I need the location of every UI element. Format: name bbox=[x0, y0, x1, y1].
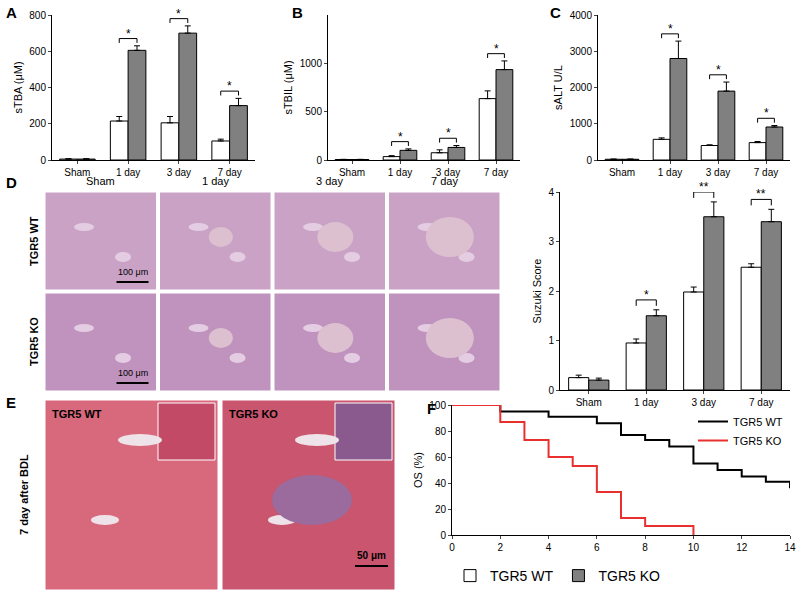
svg-text:1000: 1000 bbox=[570, 118, 593, 129]
svg-text:D: D bbox=[6, 174, 17, 191]
svg-text:3: 3 bbox=[548, 236, 554, 247]
svg-text:4: 4 bbox=[548, 187, 554, 198]
svg-text:6: 6 bbox=[594, 542, 600, 553]
svg-text:Sham: Sham bbox=[576, 397, 602, 408]
svg-text:1: 1 bbox=[548, 335, 554, 346]
svg-text:*: * bbox=[176, 7, 181, 21]
svg-text:A: A bbox=[6, 4, 17, 21]
svg-text:0: 0 bbox=[586, 155, 592, 166]
svg-text:1 day: 1 day bbox=[658, 167, 682, 178]
svg-text:3 day: 3 day bbox=[706, 167, 730, 178]
svg-text:4000: 4000 bbox=[570, 10, 593, 21]
svg-text:8: 8 bbox=[642, 542, 648, 553]
svg-text:*: * bbox=[668, 22, 673, 36]
svg-text:1 day: 1 day bbox=[634, 397, 658, 408]
svg-text:600: 600 bbox=[29, 46, 46, 57]
svg-text:0: 0 bbox=[440, 530, 446, 541]
svg-text:*: * bbox=[494, 42, 499, 56]
svg-text:*: * bbox=[446, 126, 451, 140]
svg-text:60: 60 bbox=[435, 452, 447, 463]
svg-text:7 day: 7 day bbox=[217, 167, 241, 178]
svg-text:TGR5 KO: TGR5 KO bbox=[598, 568, 660, 584]
svg-text:0: 0 bbox=[40, 155, 46, 166]
svg-text:*: * bbox=[764, 106, 769, 120]
svg-text:Suzuki Score: Suzuki Score bbox=[531, 259, 543, 324]
svg-text:*: * bbox=[398, 130, 403, 144]
svg-text:100 μm: 100 μm bbox=[118, 368, 148, 378]
svg-text:3 day: 3 day bbox=[316, 175, 343, 187]
svg-text:*: * bbox=[644, 288, 649, 302]
svg-text:50 μm: 50 μm bbox=[357, 550, 386, 561]
svg-text:TGR5 WT: TGR5 WT bbox=[52, 408, 102, 420]
svg-text:0: 0 bbox=[548, 385, 554, 396]
svg-text:2000: 2000 bbox=[570, 82, 593, 93]
svg-text:sTBA (μM): sTBA (μM) bbox=[12, 61, 24, 113]
svg-text:TGR5 KO: TGR5 KO bbox=[28, 317, 40, 366]
svg-text:2: 2 bbox=[498, 542, 504, 553]
svg-text:10: 10 bbox=[688, 542, 700, 553]
svg-text:800: 800 bbox=[29, 10, 46, 21]
svg-text:**: ** bbox=[756, 187, 766, 201]
svg-text:20: 20 bbox=[435, 504, 447, 515]
svg-text:TGR5 WT: TGR5 WT bbox=[733, 416, 783, 428]
svg-text:14: 14 bbox=[784, 542, 796, 553]
svg-text:0: 0 bbox=[449, 542, 455, 553]
svg-text:7 day: 7 day bbox=[749, 397, 773, 408]
svg-text:4: 4 bbox=[546, 542, 552, 553]
svg-text:TGR5 KO: TGR5 KO bbox=[229, 408, 278, 420]
svg-text:200: 200 bbox=[29, 118, 46, 129]
svg-text:sALT U/L: sALT U/L bbox=[552, 65, 564, 110]
svg-text:3 day: 3 day bbox=[436, 167, 460, 178]
svg-text:7 day after BDL: 7 day after BDL bbox=[18, 454, 30, 535]
svg-text:1 day: 1 day bbox=[388, 167, 412, 178]
svg-text:400: 400 bbox=[29, 82, 46, 93]
svg-text:2: 2 bbox=[548, 286, 554, 297]
svg-text:Sham: Sham bbox=[609, 167, 635, 178]
svg-text:*: * bbox=[126, 27, 131, 41]
svg-text:TGR5 WT: TGR5 WT bbox=[490, 568, 553, 584]
svg-text:E: E bbox=[6, 394, 16, 411]
svg-text:0: 0 bbox=[316, 155, 322, 166]
svg-text:TGR5 KO: TGR5 KO bbox=[733, 435, 782, 447]
svg-text:100: 100 bbox=[429, 400, 446, 411]
svg-text:1 day: 1 day bbox=[202, 175, 229, 187]
svg-text:3 day: 3 day bbox=[692, 397, 716, 408]
svg-text:**: ** bbox=[699, 180, 709, 194]
svg-text:Sham: Sham bbox=[339, 167, 365, 178]
svg-text:Sham: Sham bbox=[64, 167, 90, 178]
svg-text:7 day: 7 day bbox=[484, 167, 508, 178]
svg-text:3 day: 3 day bbox=[167, 167, 191, 178]
svg-text:Sham: Sham bbox=[86, 175, 115, 187]
svg-text:OS (%): OS (%) bbox=[412, 452, 424, 488]
svg-text:12: 12 bbox=[736, 542, 748, 553]
svg-text:40: 40 bbox=[435, 478, 447, 489]
svg-text:1 day: 1 day bbox=[116, 167, 140, 178]
svg-text:3000: 3000 bbox=[570, 46, 593, 57]
svg-text:80: 80 bbox=[435, 426, 447, 437]
svg-text:1000: 1000 bbox=[300, 58, 323, 69]
svg-text:C: C bbox=[550, 4, 561, 21]
svg-text:sTBIL (μM): sTBIL (μM) bbox=[282, 60, 294, 114]
svg-text:TGR5 WT: TGR5 WT bbox=[28, 216, 40, 266]
svg-text:F: F bbox=[427, 400, 436, 417]
svg-text:*: * bbox=[227, 79, 232, 93]
svg-text:B: B bbox=[292, 4, 303, 21]
svg-text:7 day: 7 day bbox=[431, 175, 458, 187]
svg-text:100 μm: 100 μm bbox=[118, 267, 148, 277]
svg-text:7 day: 7 day bbox=[754, 167, 778, 178]
svg-text:*: * bbox=[716, 63, 721, 77]
svg-text:500: 500 bbox=[305, 106, 322, 117]
